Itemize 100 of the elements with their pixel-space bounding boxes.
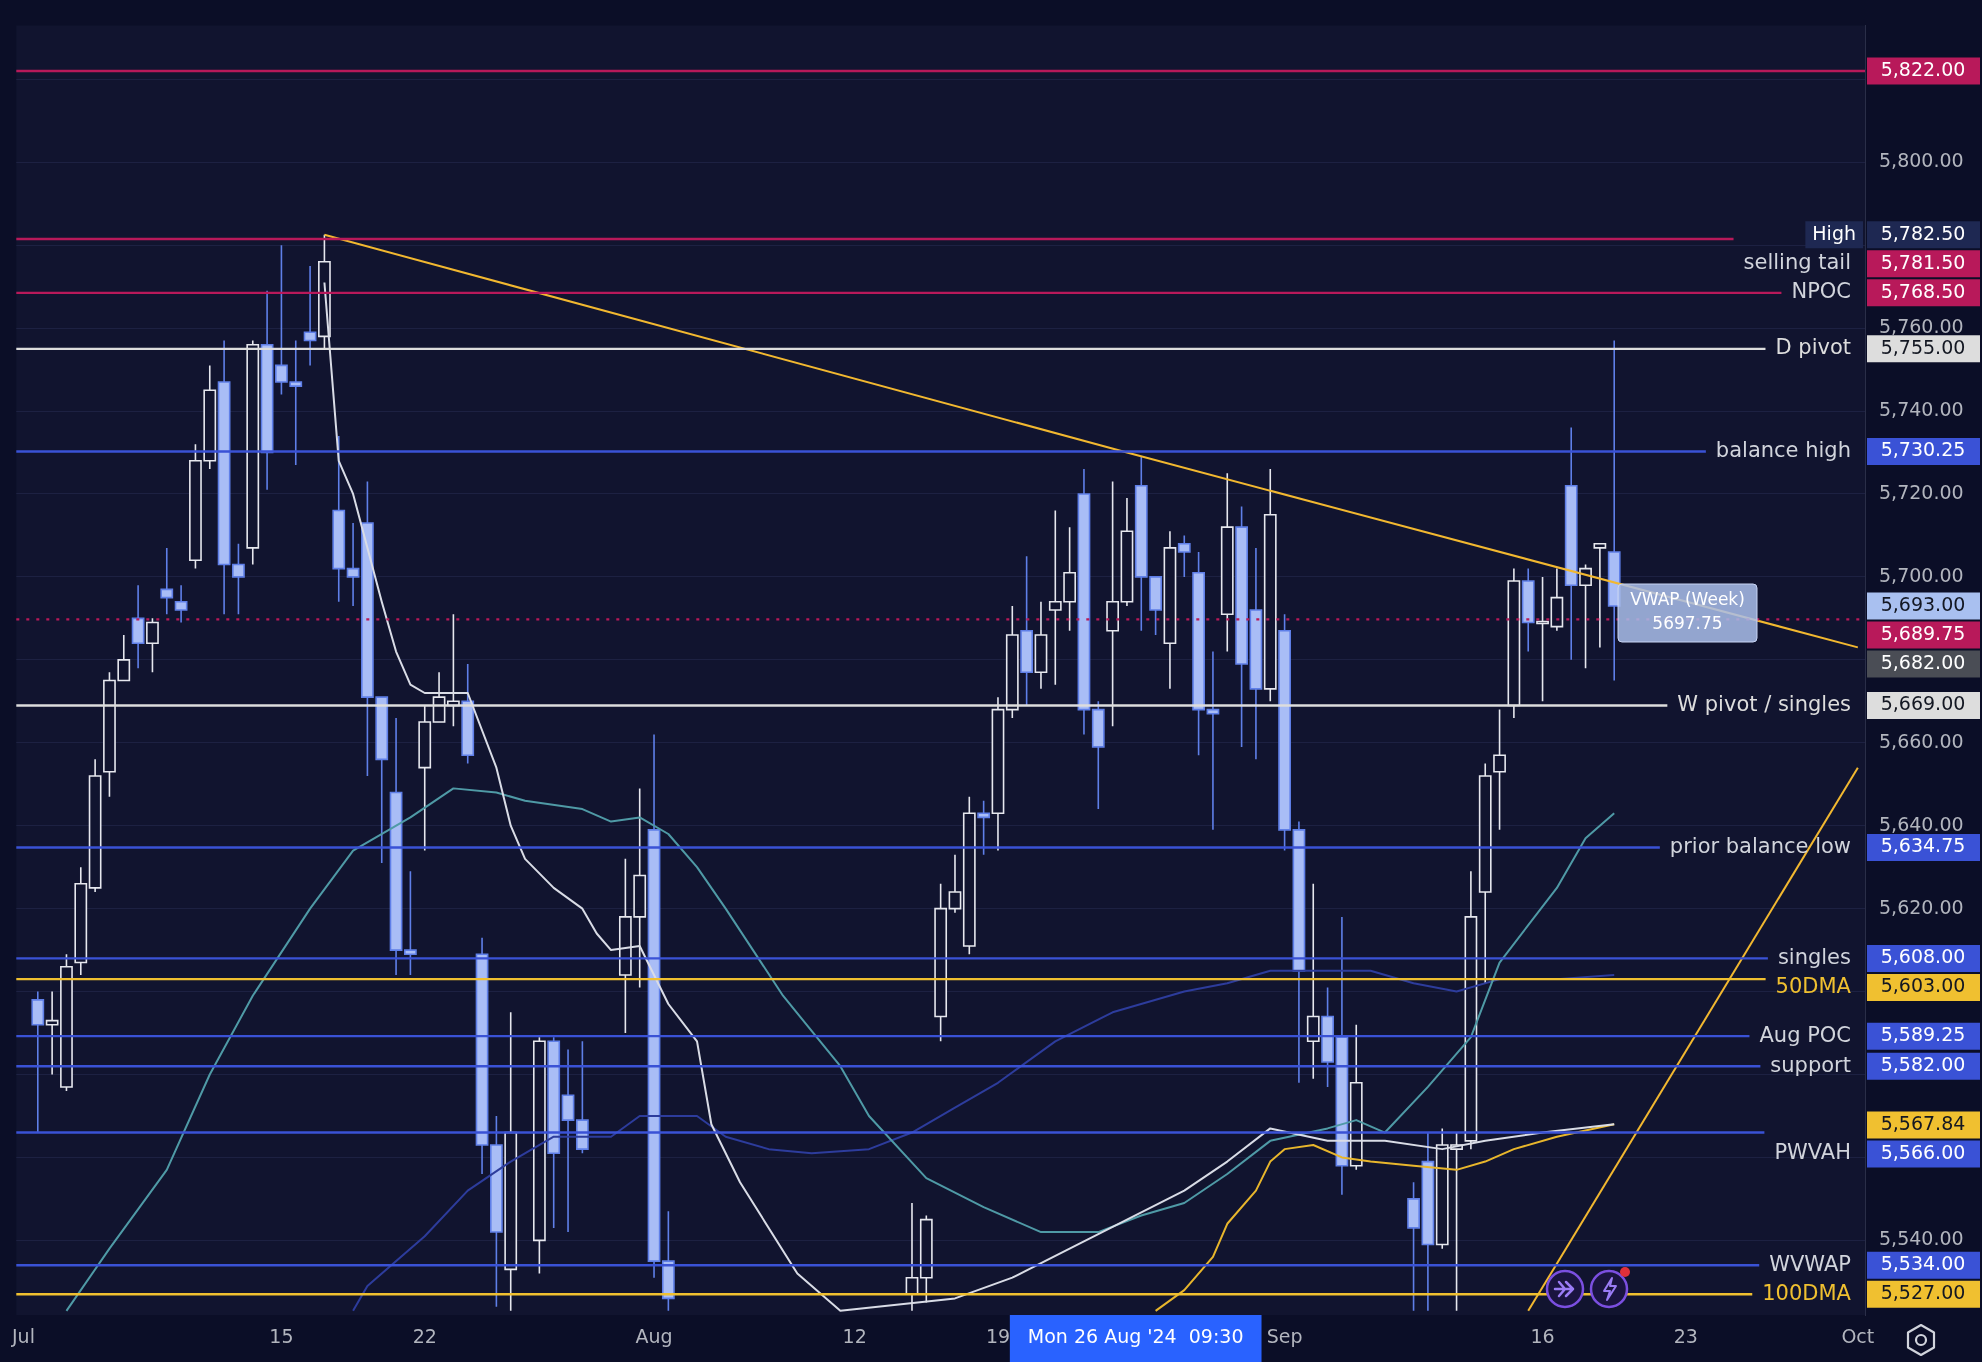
text: 5,603.00 [1880, 974, 1966, 997]
x-tick-label: 22 [412, 1325, 437, 1348]
candlestick [1220, 472, 1234, 653]
candlestick [532, 1036, 546, 1275]
text: 5,582.00 [1880, 1053, 1966, 1076]
ref-line-label: selling tail [1743, 250, 1851, 275]
candlestick [332, 435, 346, 603]
ref-line-label: singles [1777, 944, 1851, 969]
x-tick-label: Oct [1841, 1325, 1875, 1348]
text: 5,689.75 [1880, 621, 1966, 644]
text: 5,768.50 [1880, 279, 1966, 302]
y-tick-label: 5,720.00 [1879, 480, 1964, 503]
text: 5,567.84 [1880, 1111, 1966, 1134]
y-tick-label: 5,800.00 [1879, 149, 1964, 172]
candlestick [146, 617, 159, 674]
y-tick-label: 5,640.00 [1879, 812, 1964, 835]
candlestick [1020, 555, 1034, 707]
ref-line-label: NPOC [1791, 279, 1851, 304]
x-tick-label: 23 [1673, 1325, 1698, 1348]
x-tick-label: 12 [842, 1325, 867, 1348]
candlestick [1579, 563, 1592, 669]
text: 5,608.00 [1880, 945, 1966, 968]
candlestick [1077, 468, 1091, 736]
candlestick [303, 265, 317, 367]
candlestick [905, 1202, 919, 1312]
candlestick [1249, 547, 1263, 761]
y-tick-label: 5,740.00 [1879, 397, 1964, 420]
candlestick [547, 1036, 561, 1229]
candlestick [346, 522, 360, 607]
candlestick [490, 1115, 503, 1308]
y-tick-label: 5,620.00 [1879, 895, 1964, 918]
candlestick [160, 547, 174, 616]
y-tick-label: 5,700.00 [1879, 563, 1964, 586]
x-tick-label: Sep [1266, 1325, 1303, 1348]
candlestick [504, 1011, 518, 1312]
text: 5,730.25 [1880, 438, 1966, 461]
y-tick-label: 5,660.00 [1879, 729, 1964, 752]
text: 5,782.50 [1880, 221, 1966, 244]
ref-line-label: W pivot / singles [1677, 691, 1851, 716]
ref-line-label: WVWAP [1769, 1251, 1851, 1276]
candlestick [1521, 567, 1535, 653]
candlestick [948, 853, 962, 914]
candlestick [131, 584, 145, 669]
candlestick [246, 339, 260, 566]
candlestick [88, 758, 102, 893]
candlestick [232, 542, 245, 616]
x-tick-label: 19 [985, 1325, 1011, 1348]
candlestick [404, 870, 417, 976]
candlestick [389, 717, 403, 976]
candlestick [1564, 426, 1578, 661]
ref-line-label: 50DMA [1775, 973, 1852, 998]
x-tick-label: Aug [635, 1325, 673, 1348]
candlestick [647, 733, 661, 1279]
candlestick [1206, 650, 1220, 831]
candlestick [962, 795, 976, 956]
candlestick [1421, 1131, 1435, 1312]
x-tick-label: Jul [10, 1325, 35, 1348]
candlestick [74, 866, 88, 976]
candlestick [1306, 882, 1320, 1080]
ref-line-label: balance high [1715, 437, 1851, 462]
text: 5,566.00 [1880, 1140, 1966, 1163]
text: Mon 26 Aug '24 09:30 [1027, 1325, 1244, 1348]
text: 5,693.00 [1880, 592, 1966, 615]
candlestick [1478, 762, 1492, 985]
candlestick [1507, 567, 1521, 719]
text: 5,527.00 [1880, 1281, 1966, 1304]
candlestick [31, 990, 45, 1134]
annotation: VWAP (Week) 5697.75 [1630, 589, 1745, 634]
candlestick [1177, 534, 1191, 578]
candlestick [991, 696, 1005, 852]
candlestick [174, 584, 188, 624]
ref-line-label: PWVAH [1774, 1140, 1851, 1165]
x-tick-label: 15 [269, 1325, 294, 1348]
candlestick [1192, 551, 1205, 757]
candlestick [1407, 1181, 1420, 1312]
candlestick [1292, 820, 1306, 1084]
candlestick [934, 882, 948, 1043]
text: 5,781.50 [1880, 250, 1966, 273]
candlestick [418, 704, 432, 852]
candlestick [461, 663, 475, 765]
candlestick [1034, 600, 1048, 690]
candlestick [1235, 505, 1248, 748]
text: 5,755.00 [1880, 335, 1966, 358]
candlestick [217, 339, 231, 616]
candlestick [1593, 542, 1607, 649]
text: 5,682.00 [1880, 650, 1966, 673]
candlestick [1321, 986, 1334, 1088]
candlestick [447, 613, 460, 727]
text: 5,634.75 [1880, 834, 1966, 857]
y-tick-label: 5,540.00 [1879, 1227, 1964, 1250]
text: 5,669.00 [1880, 692, 1966, 715]
candlestick [1091, 700, 1105, 810]
ref-line-label: support [1770, 1052, 1851, 1077]
text: 5,589.25 [1880, 1023, 1966, 1046]
ref-line-label: 100DMA [1762, 1280, 1852, 1305]
candlestick [1263, 468, 1277, 703]
candlestick [1278, 613, 1291, 852]
candlestick [260, 289, 274, 491]
candlestick [1005, 605, 1019, 719]
candlestick [1106, 480, 1120, 727]
